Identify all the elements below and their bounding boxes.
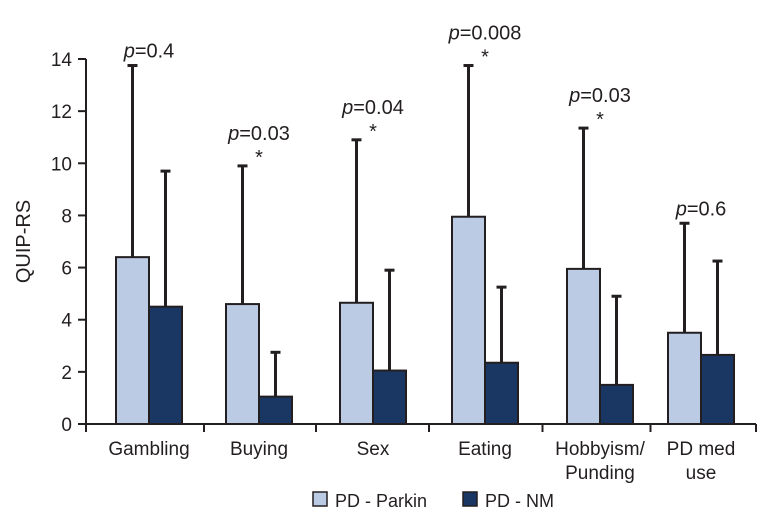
p-value-label: p=0.03 [568, 85, 631, 107]
y-tick-label: 2 [61, 363, 72, 384]
y-tick-label: 4 [61, 311, 72, 332]
legend-label: PD - NM [485, 491, 554, 511]
p-value-label: p=0.4 [123, 41, 175, 63]
legend-swatch [312, 491, 328, 507]
p-value-label: p=0.03 [227, 123, 290, 145]
bar-pd-nm-0 [148, 305, 183, 425]
significance-star: * [596, 109, 604, 131]
y-tick-label: 12 [51, 102, 72, 123]
bar-pd-nm-2 [372, 369, 407, 425]
y-tick-label: 6 [61, 259, 72, 280]
significance-star: * [255, 147, 263, 169]
category-label: Hobbyism/Punding [555, 439, 645, 484]
y-axis-label: QUIP-RS [13, 200, 35, 283]
category-label: Eating [458, 439, 512, 460]
y-axis: 0 2 4 6 8 10 12 14 [51, 50, 87, 436]
category-label: Buying [230, 439, 288, 460]
bar-pd-parkin-3 [451, 215, 486, 425]
legend-label: PD - Parkin [335, 491, 427, 511]
p-value-label: p=0.008 [448, 23, 522, 45]
error-bars [127, 64, 723, 397]
bar-pd-parkin-2 [339, 301, 374, 425]
bars [115, 215, 735, 426]
y-tick-label: 14 [51, 50, 73, 71]
category-label: Sex [357, 439, 390, 460]
bar-pd-nm-1 [258, 395, 293, 425]
bar-pd-parkin-5 [667, 331, 702, 425]
category-label: Gambling [108, 439, 189, 460]
bar-pd-parkin-0 [115, 256, 150, 425]
y-tick-label: 0 [61, 415, 72, 436]
bar-pd-nm-3 [484, 361, 519, 426]
y-tick-label: 8 [61, 206, 72, 227]
bar-pd-parkin-4 [566, 267, 601, 425]
significance-star: * [481, 47, 489, 69]
bar-pd-parkin-1 [225, 303, 260, 426]
significance-star: * [369, 121, 377, 143]
p-value-annotations: p=0.4p=0.03*p=0.04*p=0.008*p=0.03*p=0.6 [123, 23, 727, 221]
bar-pd-nm-4 [599, 383, 634, 425]
bar-pd-nm-5 [700, 353, 735, 425]
category-label: PD med use [667, 439, 736, 484]
legend: PD - Parkin PD - NM [312, 491, 554, 511]
p-value-label: p=0.6 [675, 198, 727, 220]
x-axis: Gambling Buying Sex Eating Hobbyism/Punding P… [85, 423, 757, 484]
p-value-label: p=0.04 [341, 97, 404, 119]
y-tick-label: 10 [51, 154, 72, 175]
legend-swatch [462, 491, 478, 507]
